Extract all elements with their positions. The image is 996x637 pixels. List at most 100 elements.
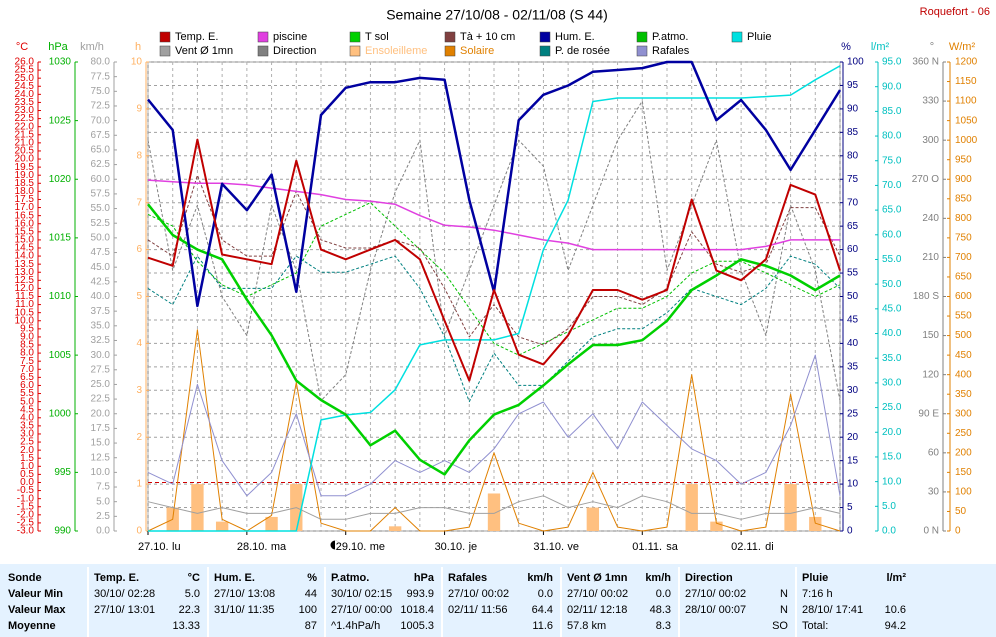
bar [487, 493, 501, 531]
tick-label: 850 [955, 193, 972, 204]
tick-label: 16.5 [15, 210, 35, 221]
tick-label: -3.0 [17, 526, 35, 537]
column-unit: °C [188, 572, 200, 584]
tick-label: -2.0 [17, 509, 35, 520]
column-unit: km/h [527, 572, 553, 584]
tick-label: 9 [136, 104, 142, 115]
tick-label: 1010 [49, 291, 72, 302]
tick-label: 55.0 [882, 254, 902, 265]
cell-value: 993.9 [406, 588, 434, 600]
tick-label: 21.5 [15, 129, 35, 140]
tick-label: 45 [847, 315, 859, 326]
tick-label: 100 [847, 57, 864, 68]
column-title: Pluie [802, 572, 828, 584]
row-label: Moyenne [8, 620, 56, 632]
tick-label: 90 [847, 104, 859, 115]
x-tick-label: 02.11. [731, 541, 761, 553]
tick-label: 1015 [49, 233, 72, 244]
tick-label: 60.0 [91, 174, 111, 185]
legend-swatch [444, 45, 456, 57]
legend-label: P.atmo. [652, 31, 689, 43]
tick-label: 90 E [918, 408, 939, 419]
x-tick-day: me [370, 541, 385, 553]
tick-label: 5 [847, 502, 853, 513]
tick-label: 16.0 [15, 218, 35, 229]
cell-text: 30/10/ 02:15 [331, 588, 392, 600]
tick-label: 1000 [955, 135, 978, 146]
tick-label: 12.5 [91, 452, 111, 463]
tick-label: 24.5 [15, 81, 35, 92]
tick-label: 25.0 [15, 73, 35, 84]
tick-label: 300 [955, 408, 972, 419]
tick-label: 85.0 [882, 106, 902, 117]
tick-label: 55 [847, 268, 859, 279]
x-tick-day: ma [271, 541, 287, 553]
tick-label: 5.0 [882, 501, 896, 512]
tick-label: 550 [955, 311, 972, 322]
x-tick-label: 29.10. [336, 541, 367, 553]
tick-label: 650 [955, 272, 972, 283]
tick-label: 65.0 [882, 205, 902, 216]
tick-label: -2.5 [17, 518, 35, 529]
legend-swatch [539, 31, 551, 43]
tick-label: 10.0 [882, 476, 902, 487]
tick-label: 65 [847, 221, 859, 232]
tick-label: 1020 [49, 174, 72, 185]
tick-label: 40.0 [882, 328, 902, 339]
tick-label: 50 [847, 291, 859, 302]
tick-label: 50.0 [882, 279, 902, 290]
x-tick-label: 01.11. [632, 541, 662, 553]
tick-label: 50 [955, 506, 967, 517]
tick-label: 18.5 [15, 178, 35, 189]
cell-value: SO [772, 620, 788, 632]
tick-label: 13.5 [15, 259, 35, 270]
tick-label: 270 O [912, 174, 939, 185]
tick-label: 8.0 [20, 348, 34, 359]
legend-label: Temp. E. [175, 31, 218, 43]
tick-label: 72.5 [91, 101, 111, 112]
column-title: P.atmo. [331, 572, 369, 584]
cell-value: 1005.3 [400, 620, 434, 632]
bar [586, 507, 600, 531]
cell-text: 31/10/ 11:35 [214, 604, 274, 616]
column-title: Hum. E. [214, 572, 255, 584]
tick-label: 15.0 [882, 452, 902, 463]
tick-label: 30 [847, 385, 859, 396]
cell-text: 02/11/ 11:56 [448, 604, 508, 616]
cell-value: 13.33 [172, 620, 200, 632]
series-line [147, 354, 841, 497]
tick-label: 57.5 [91, 189, 111, 200]
tick-label: 70 [847, 197, 859, 208]
tick-label: 80.0 [882, 131, 902, 142]
tick-label: 250 [955, 428, 972, 439]
tick-label: 600 [955, 291, 972, 302]
x-tick-label: 31.10. [533, 541, 564, 553]
tick-label: 26.0 [15, 57, 35, 68]
cell-text: 27/10/ 13:01 [94, 604, 155, 616]
column-title: Rafales [448, 572, 487, 584]
tick-label: 18.0 [15, 186, 35, 197]
tick-label: 700 [955, 252, 972, 263]
series-line [147, 203, 841, 476]
cell-text: 30/10/ 02:28 [94, 588, 155, 600]
legend-swatch [159, 31, 171, 43]
tick-label: 22.5 [91, 394, 111, 405]
x-tick-day: di [765, 541, 774, 553]
tick-label: 35.0 [882, 353, 902, 364]
cell-value: N [780, 604, 788, 616]
bar [685, 484, 698, 531]
tick-label: 12.5 [15, 275, 35, 286]
x-tick-label: 30.10. [435, 541, 466, 553]
tick-label: 0.0 [96, 526, 110, 537]
tick-label: 24.0 [15, 89, 35, 100]
column-unit: km/h [645, 572, 671, 584]
tick-label: 3.0 [20, 429, 34, 440]
tick-label: 1150 [955, 76, 977, 87]
tick-label: 7.5 [96, 482, 110, 493]
tick-label: 900 [955, 174, 972, 185]
tick-label: 14.5 [15, 243, 35, 254]
tick-label: -0.5 [17, 485, 35, 496]
x-tick-label: 27.10. [138, 541, 169, 553]
tick-label: 0.5 [20, 469, 34, 480]
